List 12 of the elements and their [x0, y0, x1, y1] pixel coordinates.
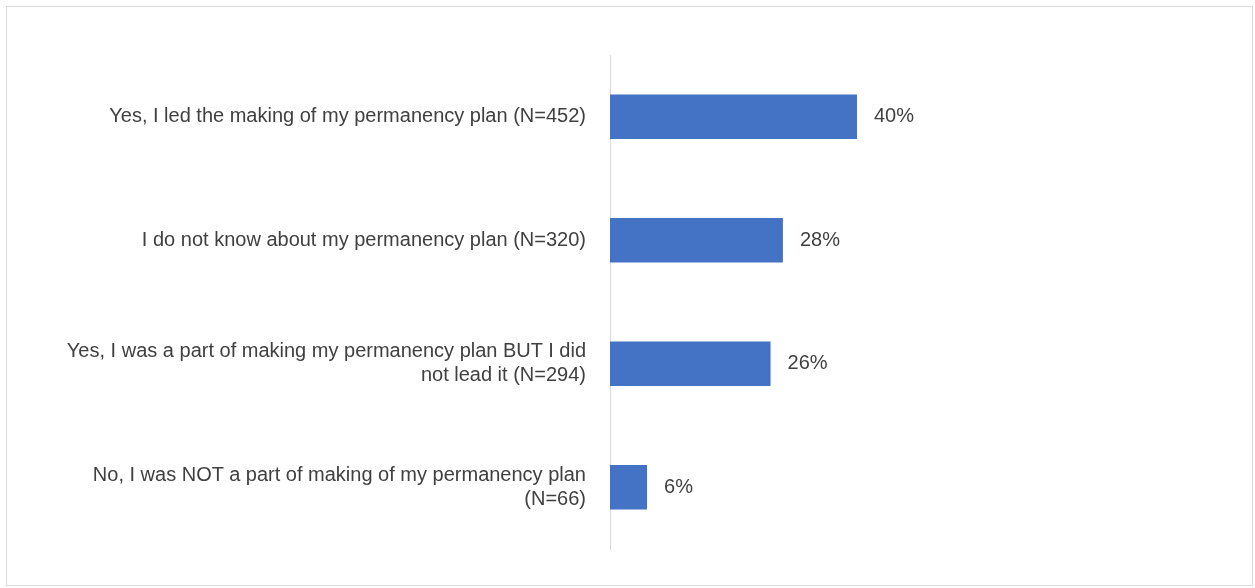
y-tick-label: Yes, I was a part of making my permanency plan BUT I did not lead it (N=294): [66, 339, 586, 386]
data-label: 40%: [874, 104, 915, 127]
bar: [610, 218, 783, 263]
data-label: 26%: [787, 351, 828, 374]
y-tick-label: Yes, I led the making of my permanency plan (N=452): [109, 104, 586, 127]
bar: [610, 465, 648, 510]
bar: [610, 94, 857, 139]
data-label: 28%: [799, 227, 841, 250]
bar: [610, 341, 771, 386]
y-tick-label: No, I was NOT a part of making of my permanency plan (N=66): [92, 462, 586, 509]
data-label: 6%: [664, 474, 694, 497]
y-tick-label: I do not know about my permanency plan (N=320): [141, 227, 586, 250]
